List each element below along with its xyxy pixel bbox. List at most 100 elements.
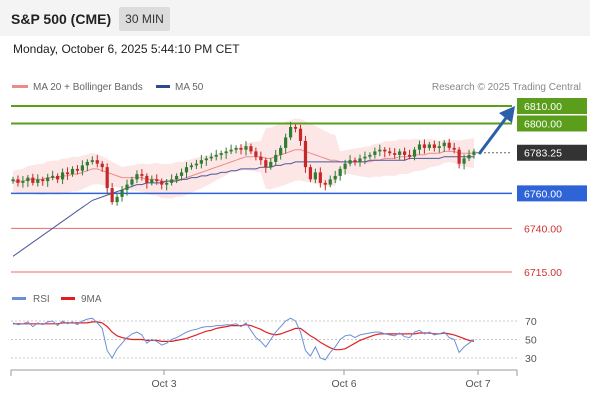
candle-body [90, 160, 94, 162]
candle-body [60, 172, 65, 180]
candle-body [403, 151, 407, 155]
candle-body [65, 172, 70, 175]
candle-body [467, 154, 471, 159]
candle-body [11, 179, 15, 182]
candle-body [279, 147, 283, 155]
candle-body [313, 172, 317, 180]
candle-body [378, 149, 382, 152]
candle-body [184, 167, 189, 173]
candle-body [110, 188, 114, 203]
candle-body [219, 153, 223, 155]
ma50-line [12, 156, 474, 257]
candle-body [105, 167, 109, 189]
candle-body [120, 189, 124, 197]
candle-body [323, 182, 327, 185]
candle-body [46, 177, 50, 182]
rsi-tick-50: 50 [525, 335, 537, 347]
candle-body [155, 179, 159, 182]
candle-body [259, 156, 263, 161]
candle-body [224, 151, 228, 154]
candle-body [264, 160, 268, 168]
level-box-6800.00 [517, 115, 587, 132]
level-box-6810.00 [517, 98, 587, 114]
candle-body [288, 126, 293, 138]
x-tick-label: Oct 3 [151, 378, 176, 390]
candle-body [328, 179, 332, 185]
candle-body [318, 172, 322, 183]
level-label-6783.25: 6783.25 [524, 148, 562, 160]
candle-body [135, 174, 139, 180]
candle-body [298, 128, 303, 141]
candle-body [368, 154, 372, 157]
forecast-arrow-shaft [477, 117, 508, 155]
level-label-6740.00: 6740.00 [524, 223, 562, 235]
ma50-legend-label: MA 50 [175, 82, 204, 93]
candle-body [427, 144, 431, 148]
candle-body [100, 163, 104, 168]
candle-body [338, 168, 342, 176]
candle-body [199, 160, 203, 164]
candle-body [249, 146, 253, 152]
rsi-ma-legend-swatch [61, 297, 75, 300]
datetime-label: Monday, October 6, 2025 5:44:10 PM CET [13, 42, 240, 56]
candle-body [145, 175, 149, 183]
candle-body [358, 158, 362, 162]
candle-body [284, 137, 288, 148]
candle-body [160, 181, 164, 185]
candle-body [308, 167, 313, 180]
timeframe-badge[interactable]: 30 MIN [119, 7, 170, 31]
rsi-legend-swatch [12, 297, 26, 300]
candle-body [115, 196, 119, 203]
candle-body [140, 174, 144, 176]
level-label-6715.00: 6715.00 [524, 267, 562, 279]
candle-body [31, 177, 35, 183]
candle-body [56, 175, 60, 180]
candle-body [398, 151, 402, 155]
x-tick-label: Oct 7 [465, 378, 490, 390]
ma20-line [13, 149, 474, 182]
rsi-tick-30: 30 [525, 353, 537, 365]
candle-body [407, 154, 412, 157]
candle-body [80, 165, 84, 171]
level-box-6783.25 [517, 144, 587, 161]
candle-body [462, 158, 466, 164]
rsi-ma-line [13, 321, 475, 351]
ma50-legend-swatch [156, 85, 170, 88]
level-label-6810.00: 6810.00 [524, 101, 562, 113]
candle-body [422, 144, 427, 148]
bollinger-band [13, 118, 474, 199]
instrument-title: S&P 500 (CME) [11, 11, 112, 27]
candle-body [447, 142, 451, 148]
candle-body [229, 149, 233, 152]
candle-body [214, 154, 218, 157]
credit-label: Research © 2025 Trading Central [432, 82, 581, 93]
candle-body [417, 144, 422, 150]
candle-body [293, 126, 298, 129]
level-label-6800.00: 6800.00 [524, 118, 562, 130]
candle-body [165, 182, 169, 185]
forecast-arrow-head [499, 106, 515, 123]
rsi-tick-70: 70 [525, 316, 537, 328]
candle-body [21, 181, 25, 183]
candle-body [348, 160, 352, 164]
candle-body [452, 147, 456, 150]
level-label-6760.00: 6760.00 [524, 188, 562, 200]
candle-body [472, 151, 476, 155]
rsi-line [12, 317, 475, 361]
candle-body [194, 163, 199, 166]
candle-body [16, 179, 20, 183]
candle-body [373, 151, 377, 155]
candle-body [388, 151, 392, 154]
candle-body [234, 147, 238, 150]
level-box-6760.00 [517, 185, 587, 202]
ma20-legend-swatch [12, 85, 28, 88]
candle-body [36, 179, 40, 183]
candle-body [254, 151, 258, 157]
candle-body [442, 142, 446, 147]
candle-body [209, 156, 213, 159]
candle-body [174, 175, 179, 180]
candle-body [412, 149, 417, 157]
candle-body [393, 153, 397, 155]
candle-body [95, 160, 99, 164]
